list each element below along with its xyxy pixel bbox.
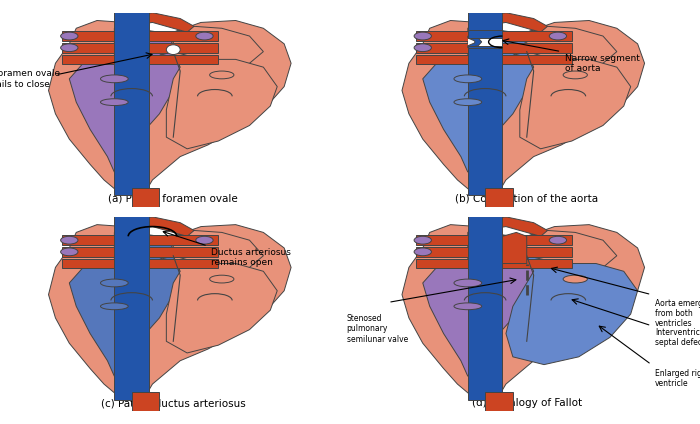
Polygon shape xyxy=(503,247,572,257)
Ellipse shape xyxy=(414,248,431,256)
Ellipse shape xyxy=(210,275,234,283)
Polygon shape xyxy=(416,259,468,268)
Polygon shape xyxy=(62,55,114,64)
Bar xyxy=(114,9,149,195)
Ellipse shape xyxy=(454,75,482,83)
Polygon shape xyxy=(503,31,572,41)
Polygon shape xyxy=(468,36,482,48)
Ellipse shape xyxy=(196,32,213,40)
Polygon shape xyxy=(149,43,218,53)
Polygon shape xyxy=(149,31,218,41)
Polygon shape xyxy=(402,225,645,399)
Bar xyxy=(468,36,503,48)
Polygon shape xyxy=(468,232,526,268)
Polygon shape xyxy=(174,26,263,67)
Polygon shape xyxy=(423,256,533,376)
Polygon shape xyxy=(506,256,638,365)
Polygon shape xyxy=(149,247,218,257)
Polygon shape xyxy=(468,13,547,32)
Polygon shape xyxy=(62,235,114,245)
Polygon shape xyxy=(468,28,526,63)
Polygon shape xyxy=(423,52,533,172)
Ellipse shape xyxy=(61,44,78,52)
Ellipse shape xyxy=(210,71,234,79)
Title: (a) Patent foramen ovale: (a) Patent foramen ovale xyxy=(108,194,238,204)
Bar xyxy=(468,46,503,48)
Ellipse shape xyxy=(101,75,128,83)
Bar xyxy=(132,392,160,411)
Polygon shape xyxy=(167,52,277,149)
Bar xyxy=(468,213,503,399)
Polygon shape xyxy=(48,20,291,195)
Polygon shape xyxy=(48,225,291,399)
Text: Aorta emerges
from both
ventricles: Aorta emerges from both ventricles xyxy=(655,298,700,328)
Text: Interventricular
septal defect: Interventricular septal defect xyxy=(655,328,700,347)
Polygon shape xyxy=(503,43,572,53)
Text: Enlarged right
ventricle: Enlarged right ventricle xyxy=(655,368,700,388)
Polygon shape xyxy=(149,235,218,245)
Bar xyxy=(485,188,513,207)
Title: (b) Coarctation of the aorta: (b) Coarctation of the aorta xyxy=(455,194,598,204)
Bar xyxy=(132,188,160,207)
Polygon shape xyxy=(114,232,174,268)
Bar xyxy=(485,392,513,411)
Polygon shape xyxy=(114,13,194,32)
Bar xyxy=(468,9,503,195)
Polygon shape xyxy=(520,52,631,149)
Ellipse shape xyxy=(563,71,587,79)
Polygon shape xyxy=(62,43,114,53)
Polygon shape xyxy=(416,247,468,257)
Ellipse shape xyxy=(563,275,587,283)
Title: (c) Patent ductus arteriosus: (c) Patent ductus arteriosus xyxy=(101,398,246,408)
Text: Ductus arteriosus
remains open: Ductus arteriosus remains open xyxy=(211,248,291,268)
Ellipse shape xyxy=(61,248,78,256)
Polygon shape xyxy=(69,256,180,376)
Polygon shape xyxy=(416,235,468,245)
Polygon shape xyxy=(114,28,174,63)
Ellipse shape xyxy=(61,236,78,244)
Ellipse shape xyxy=(101,99,128,106)
Polygon shape xyxy=(526,26,617,67)
Bar xyxy=(468,30,503,38)
Ellipse shape xyxy=(550,236,566,244)
Polygon shape xyxy=(416,43,468,53)
Polygon shape xyxy=(526,231,617,271)
Ellipse shape xyxy=(454,303,482,310)
Text: Stenosed
pulmonary
semilunar valve: Stenosed pulmonary semilunar valve xyxy=(346,314,408,344)
Polygon shape xyxy=(503,55,572,64)
Polygon shape xyxy=(149,259,218,268)
Polygon shape xyxy=(62,259,114,268)
Ellipse shape xyxy=(101,279,128,287)
Ellipse shape xyxy=(101,303,128,310)
Ellipse shape xyxy=(61,32,78,40)
Polygon shape xyxy=(416,31,468,41)
Polygon shape xyxy=(149,55,218,64)
Text: Narrow segment
of aorta: Narrow segment of aorta xyxy=(565,53,640,73)
Ellipse shape xyxy=(550,32,566,40)
Polygon shape xyxy=(62,31,114,41)
Ellipse shape xyxy=(414,32,431,40)
Polygon shape xyxy=(503,259,572,268)
Ellipse shape xyxy=(414,44,431,52)
Polygon shape xyxy=(167,256,277,353)
Polygon shape xyxy=(62,247,114,257)
Text: Foramen ovale
fails to close: Foramen ovale fails to close xyxy=(0,69,60,89)
Ellipse shape xyxy=(196,236,213,244)
Polygon shape xyxy=(468,217,547,236)
Polygon shape xyxy=(503,235,572,245)
Bar xyxy=(114,213,149,399)
Polygon shape xyxy=(69,52,180,172)
Ellipse shape xyxy=(454,279,482,287)
Polygon shape xyxy=(503,232,526,264)
Ellipse shape xyxy=(414,236,431,244)
Polygon shape xyxy=(402,20,645,195)
Ellipse shape xyxy=(167,45,180,55)
Polygon shape xyxy=(416,55,468,64)
Polygon shape xyxy=(114,217,194,236)
Title: (d) Tetralogy of Fallot: (d) Tetralogy of Fallot xyxy=(472,398,582,408)
Polygon shape xyxy=(174,231,263,271)
Ellipse shape xyxy=(454,99,482,106)
